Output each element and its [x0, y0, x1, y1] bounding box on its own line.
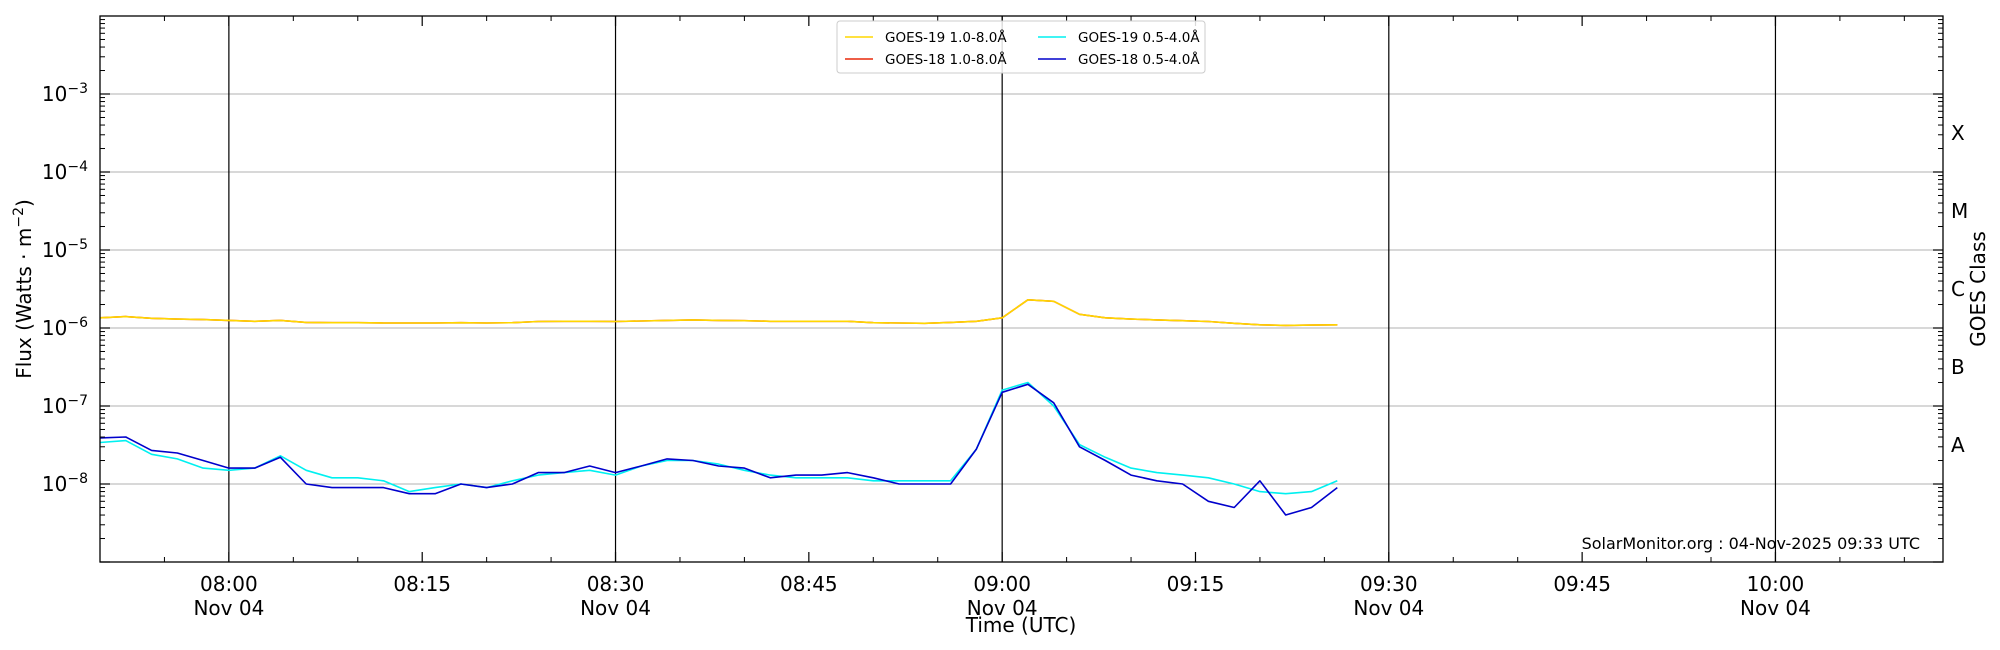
- goes-class-label: C: [1951, 277, 1965, 301]
- x-tick-label-date: Nov 04: [967, 596, 1038, 620]
- legend: GOES-19 1.0-8.0Å GOES-18 1.0-8.0Å GOES-19 …: [836, 20, 1206, 74]
- series-line-3: [99, 383, 1338, 516]
- x-tick-label-time: 08:45: [780, 572, 838, 596]
- y-tick-label-exponent: −7: [67, 393, 88, 409]
- y-tick-label-exponent: −8: [67, 471, 88, 487]
- x-tick-label-time: 08:30: [587, 572, 645, 596]
- y-tick-label-base: 10: [42, 472, 67, 496]
- x-tick-label-time: 09:15: [1167, 572, 1225, 596]
- x-axis-title: Time (UTC): [965, 613, 1077, 637]
- legend-label: GOES-19 0.5-4.0Å: [1078, 29, 1200, 46]
- y-tick-label: 10−8: [42, 471, 88, 496]
- y-tick-label-exponent: −3: [67, 81, 88, 97]
- y-tick-label: 10−7: [42, 393, 88, 418]
- y-tick-label-base: 10: [42, 82, 67, 106]
- y-tick-label: 10−5: [42, 237, 88, 262]
- y-tick-label-exponent: −6: [67, 315, 88, 331]
- credit-text: SolarMonitor.org : 04-Nov-2025 09:33 UTC: [1582, 534, 1920, 553]
- y-axis-title-sup: −2: [11, 207, 27, 228]
- plot-frame: [99, 15, 1944, 563]
- x-tick-label-date: Nov 04: [580, 596, 651, 620]
- series-layer: [99, 298, 1338, 516]
- y-tick-label-base: 10: [42, 316, 67, 340]
- x-tick-label-time: 10:00: [1747, 572, 1805, 596]
- x-tick-label-time: 09:00: [973, 572, 1031, 596]
- legend-label: GOES-19 1.0-8.0Å: [885, 29, 1007, 46]
- goes-class-axis-title: GOES Class: [1966, 231, 1990, 347]
- x-tick-label-time: 08:00: [200, 572, 258, 596]
- y-axis-title: Flux (Watts · m−2): [11, 199, 36, 379]
- x-tick-label-date: Nov 04: [1740, 596, 1811, 620]
- legend-box: [836, 20, 1206, 74]
- y-tick-label-exponent: −4: [67, 159, 88, 175]
- series-line-2: [99, 381, 1338, 495]
- y-tick-label: 10−3: [42, 81, 88, 106]
- x-tick-label-date: Nov 04: [1353, 596, 1424, 620]
- goes-class-label: B: [1951, 355, 1965, 379]
- y-tick-label-exponent: −5: [67, 237, 88, 253]
- tick-layer: [99, 16, 1943, 563]
- y-axis-title-close: ): [12, 199, 36, 207]
- y-tick-label: 10−6: [42, 315, 88, 340]
- x-tick-label-time: 09:30: [1360, 572, 1418, 596]
- grid-layer: [100, 93, 1943, 485]
- goes-class-label: X: [1951, 121, 1965, 145]
- legend-label: GOES-18 0.5-4.0Å: [1078, 51, 1200, 68]
- goes-class-label: M: [1951, 199, 1968, 223]
- x-tick-label-date: Nov 04: [193, 596, 264, 620]
- y-tick-label-base: 10: [42, 238, 67, 262]
- vertical-day-lines: [228, 16, 1777, 562]
- x-tick-label-time: 08:15: [393, 572, 451, 596]
- series-line-1: [99, 298, 1338, 327]
- legend-label: GOES-18 1.0-8.0Å: [885, 51, 1007, 68]
- y-tick-label-base: 10: [42, 394, 67, 418]
- y-axis-title-main: Flux (Watts · m: [12, 228, 36, 379]
- y-tick-label-base: 10: [42, 160, 67, 184]
- goes-class-label: A: [1951, 433, 1965, 457]
- x-tick-label-time: 09:45: [1553, 572, 1611, 596]
- y-tick-label: 10−4: [42, 159, 88, 184]
